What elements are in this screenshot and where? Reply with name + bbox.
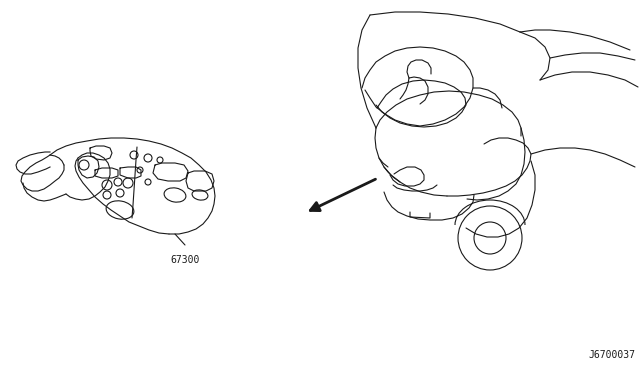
Text: 67300: 67300 (170, 255, 200, 265)
Text: J6700037: J6700037 (588, 350, 635, 360)
